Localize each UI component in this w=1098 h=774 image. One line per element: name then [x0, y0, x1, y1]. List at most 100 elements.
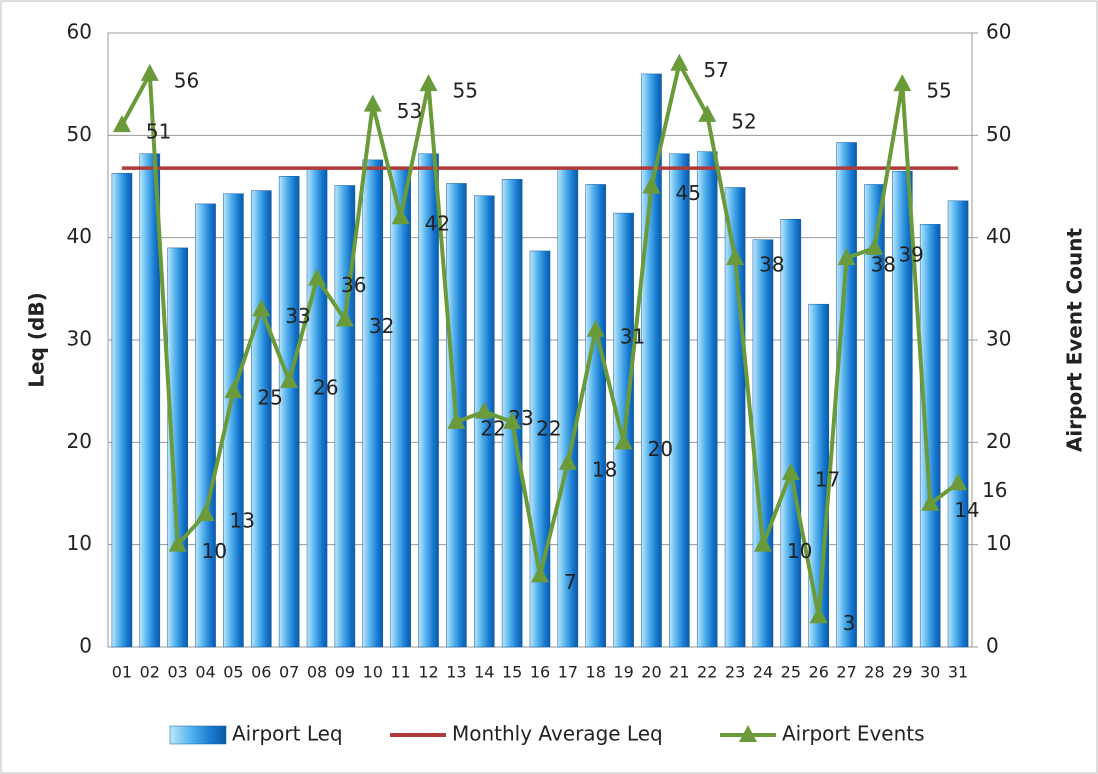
x-tick-label: 14 [474, 663, 494, 682]
marker [726, 248, 745, 266]
data-label: 17 [815, 468, 840, 492]
data-label: 51 [146, 120, 171, 144]
bar [892, 170, 913, 648]
y-tick-label: 20 [67, 429, 92, 453]
bar [947, 200, 969, 648]
x-tick-label: 03 [167, 663, 187, 682]
y2-tick-label: 60 [986, 20, 1011, 44]
bar [390, 166, 411, 648]
marker [391, 207, 410, 225]
data-label: 14 [954, 498, 979, 522]
x-tick-label: 24 [753, 663, 773, 682]
marker [865, 237, 884, 255]
marker [753, 534, 772, 552]
x-tick-label: 28 [864, 663, 884, 682]
x-tick-label: 01 [112, 663, 132, 682]
y2-tick-label: 0 [986, 634, 999, 658]
bar [251, 190, 272, 648]
marker [475, 401, 494, 419]
x-tick-label: 10 [363, 663, 383, 682]
bar [864, 184, 885, 648]
marker [447, 411, 466, 429]
bar [278, 176, 300, 648]
y2-tick-label: 50 [986, 122, 1011, 146]
y-tick-label: 50 [67, 122, 92, 146]
x-tick-label: 05 [223, 663, 243, 682]
legend-label: Airport Leq [232, 722, 343, 746]
marker [224, 381, 243, 399]
y-tick-label: 10 [67, 531, 92, 555]
data-label: 38 [871, 253, 896, 277]
x-tick-label: 08 [307, 663, 327, 682]
bar [362, 159, 384, 648]
legend-label: Monthly Average Leq [452, 722, 663, 746]
x-tick-label: 07 [279, 663, 299, 682]
bar [585, 184, 607, 648]
x-tick-label: 06 [251, 663, 271, 682]
marker [335, 309, 354, 327]
legend-marker [739, 725, 757, 742]
x-tick-label: 25 [781, 663, 801, 682]
x-tick-label: 09 [335, 663, 355, 682]
x-tick-label: 26 [809, 663, 829, 682]
marker [586, 319, 605, 337]
bar [919, 224, 941, 648]
bar [223, 193, 244, 648]
bar [306, 168, 328, 648]
bar [195, 203, 216, 648]
data-label: 22 [536, 416, 561, 440]
x-tick-label: 20 [641, 663, 661, 682]
data-label: 20 [648, 437, 673, 461]
marker [419, 74, 438, 92]
y2-tick-label: 30 [986, 327, 1011, 351]
bar [473, 195, 495, 648]
bar [111, 172, 133, 648]
marker [558, 452, 577, 470]
data-label: 55 [453, 79, 478, 103]
data-label: 3 [843, 611, 856, 635]
marker [781, 463, 800, 481]
bar [836, 142, 857, 648]
marker [140, 63, 159, 81]
x-tick-label: 23 [725, 663, 745, 682]
data-label: 55 [926, 79, 951, 103]
y-tick-label: 0 [79, 634, 92, 658]
y2-tick-label: 40 [986, 224, 1011, 248]
marker [614, 432, 633, 450]
bar [780, 218, 802, 648]
marker [893, 74, 912, 92]
data-label: 33 [285, 304, 310, 328]
y-tick-label: 30 [67, 327, 92, 351]
x-tick-label: 13 [446, 663, 466, 682]
bar [418, 153, 439, 648]
marker [252, 299, 271, 317]
y2-tick-label: 10 [986, 531, 1011, 555]
data-label: 45 [675, 181, 700, 205]
x-tick-label: 22 [697, 663, 717, 682]
marker [308, 268, 327, 286]
x-tick-label: 16 [530, 663, 550, 682]
data-label: 10 [787, 539, 812, 563]
data-label: 53 [397, 99, 422, 123]
marker [363, 94, 382, 112]
data-label: 16 [982, 478, 1007, 502]
marker [112, 115, 131, 133]
data-label: 26 [313, 375, 338, 399]
data-label: 10 [202, 539, 227, 563]
bar [139, 153, 161, 648]
marker [642, 176, 661, 194]
data-label: 56 [174, 68, 199, 92]
data-label: 52 [731, 109, 756, 133]
legend-swatch [169, 725, 227, 745]
data-label: 32 [369, 314, 394, 338]
x-tick-label: 17 [558, 663, 578, 682]
x-tick-label: 21 [669, 663, 689, 682]
marker [698, 104, 717, 122]
marker [921, 493, 940, 511]
data-label: 42 [425, 212, 450, 236]
marker [168, 534, 187, 552]
marker [949, 473, 968, 491]
x-tick-label: 29 [892, 663, 912, 682]
x-tick-label: 31 [948, 663, 968, 682]
